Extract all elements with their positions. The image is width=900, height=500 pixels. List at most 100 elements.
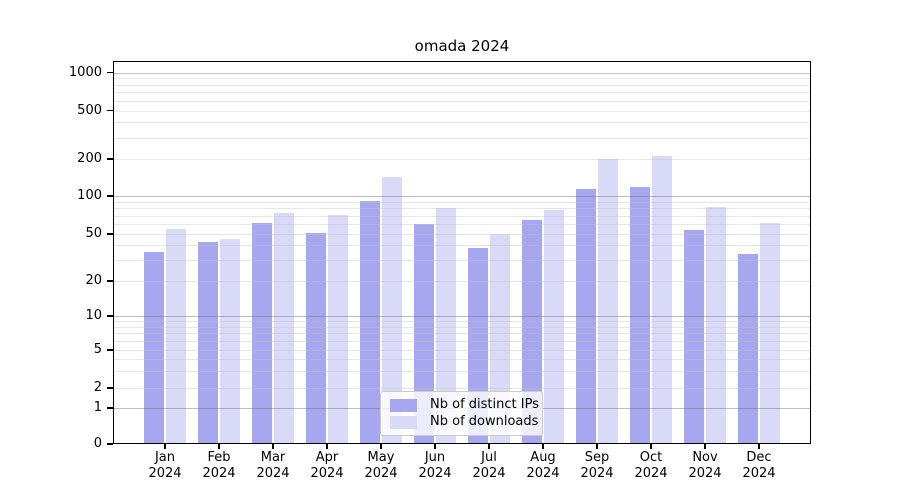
y-tick-0 — [107, 443, 113, 445]
x-tick-label-jun: Jun 2024 — [405, 450, 465, 481]
gridline-minor-8 — [114, 326, 810, 328]
gridline-minor-80 — [114, 208, 810, 210]
bar-distinct-ips-apr — [306, 232, 326, 443]
x-tick-apr — [326, 444, 328, 449]
bar-distinct-ips-jun — [414, 224, 434, 443]
y-tick-20 — [107, 280, 113, 282]
chart-title: omada 2024 — [414, 37, 510, 55]
y-tick-1000 — [107, 72, 113, 74]
x-label-year-aug: 2024 — [526, 465, 560, 481]
y-tick-label-20: 20 — [85, 273, 102, 288]
x-label-year-sep: 2024 — [580, 465, 614, 481]
bar-downloads-nov — [706, 206, 726, 443]
y-tick-label-10: 10 — [85, 308, 102, 323]
x-tick-nov — [704, 444, 706, 449]
gridline-minor-4 — [114, 359, 810, 361]
plot-area — [113, 61, 811, 444]
y-tick-500 — [107, 110, 113, 112]
x-label-month-mar: Mar — [260, 450, 286, 465]
x-tick-may — [380, 444, 382, 449]
x-tick-label-apr: Apr 2024 — [297, 450, 357, 481]
x-label-year-nov: 2024 — [688, 465, 722, 481]
x-label-year-feb: 2024 — [202, 465, 236, 481]
legend-label-downloads: Nb of downloads — [430, 414, 539, 429]
x-tick-label-mar: Mar 2024 — [243, 450, 303, 481]
legend-row-distinct-ips: Nb of distinct IPs — [390, 398, 539, 412]
bar-distinct-ips-dec — [738, 253, 758, 443]
bar-downloads-jan — [166, 228, 186, 443]
bar-downloads-jul — [490, 234, 510, 443]
bar-downloads-dec — [760, 223, 780, 443]
x-label-month-nov: Nov — [692, 450, 718, 465]
gridline-minor-3 — [114, 371, 810, 373]
legend-swatch-downloads — [390, 415, 417, 429]
gridline-minor-20 — [114, 281, 810, 282]
x-label-year-apr: 2024 — [310, 465, 344, 481]
gridline-major-100 — [114, 196, 810, 197]
x-tick-label-jan: Jan 2024 — [135, 450, 195, 481]
gridline-major-1000 — [114, 72, 810, 74]
y-tick-2 — [107, 387, 113, 389]
x-label-month-oct: Oct — [639, 450, 663, 465]
x-tick-sep — [596, 444, 598, 449]
x-tick-jun — [434, 444, 436, 449]
gridline-minor-6 — [114, 341, 810, 343]
x-label-month-jun: Jun — [424, 450, 446, 465]
gridline-minor-600 — [114, 100, 810, 102]
x-tick-label-sep: Sep 2024 — [567, 450, 627, 481]
gridline-major-10 — [114, 316, 810, 317]
gridline-minor-40 — [114, 245, 810, 247]
gridline-minor-70 — [114, 215, 810, 217]
bar-downloads-may — [382, 176, 402, 443]
gridline-minor-500 — [114, 110, 810, 112]
gridline-minor-2 — [114, 388, 810, 389]
y-tick-200 — [107, 158, 113, 160]
x-label-year-oct: 2024 — [634, 465, 668, 481]
bar-distinct-ips-mar — [252, 223, 272, 443]
y-tick-label-1000: 1000 — [68, 64, 102, 80]
x-label-month-dec: Dec — [746, 450, 772, 465]
x-tick-dec — [758, 444, 760, 449]
x-tick-oct — [650, 444, 652, 449]
y-tick-5 — [107, 349, 113, 351]
x-label-year-mar: 2024 — [256, 465, 290, 481]
y-tick-label-2: 2 — [93, 380, 102, 395]
gridline-minor-700 — [114, 92, 810, 94]
x-tick-label-oct: Oct 2024 — [621, 450, 681, 481]
x-label-year-jun: 2024 — [418, 465, 452, 481]
gridline-minor-800 — [114, 84, 810, 86]
bar-distinct-ips-oct — [630, 186, 650, 443]
legend-label-distinct-ips: Nb of distinct IPs — [430, 397, 539, 412]
x-tick-jul — [488, 444, 490, 449]
y-tick-label-500: 500 — [77, 102, 102, 118]
y-tick-50 — [107, 233, 113, 235]
bar-distinct-ips-nov — [684, 229, 704, 443]
x-label-month-jul: Jul — [481, 450, 497, 465]
x-tick-aug — [542, 444, 544, 449]
y-tick-10 — [107, 315, 113, 317]
x-label-year-jan: 2024 — [148, 465, 182, 481]
gridline-minor-30 — [114, 260, 810, 262]
x-tick-label-nov: Nov 2024 — [675, 450, 735, 481]
bar-distinct-ips-jan — [144, 252, 164, 443]
x-label-month-may: May — [367, 450, 395, 465]
y-tick-label-5: 5 — [93, 342, 102, 357]
bar-downloads-sep — [598, 159, 618, 443]
gridline-minor-50 — [114, 234, 810, 235]
gridline-minor-7 — [114, 333, 810, 335]
bars-layer — [114, 62, 810, 443]
x-label-month-aug: Aug — [530, 450, 556, 465]
x-tick-jan — [164, 444, 166, 449]
x-label-year-dec: 2024 — [742, 465, 776, 481]
gridline-minor-200 — [114, 159, 810, 160]
x-label-month-sep: Sep — [584, 450, 610, 465]
y-tick-label-50: 50 — [85, 226, 102, 241]
bar-distinct-ips-feb — [198, 241, 218, 443]
gridline-minor-9 — [114, 321, 810, 323]
gridline-minor-900 — [114, 78, 810, 80]
y-tick-label-1: 1 — [93, 400, 102, 415]
x-label-year-may: 2024 — [364, 465, 398, 481]
y-tick-1 — [107, 407, 113, 409]
bar-downloads-oct — [652, 155, 672, 443]
